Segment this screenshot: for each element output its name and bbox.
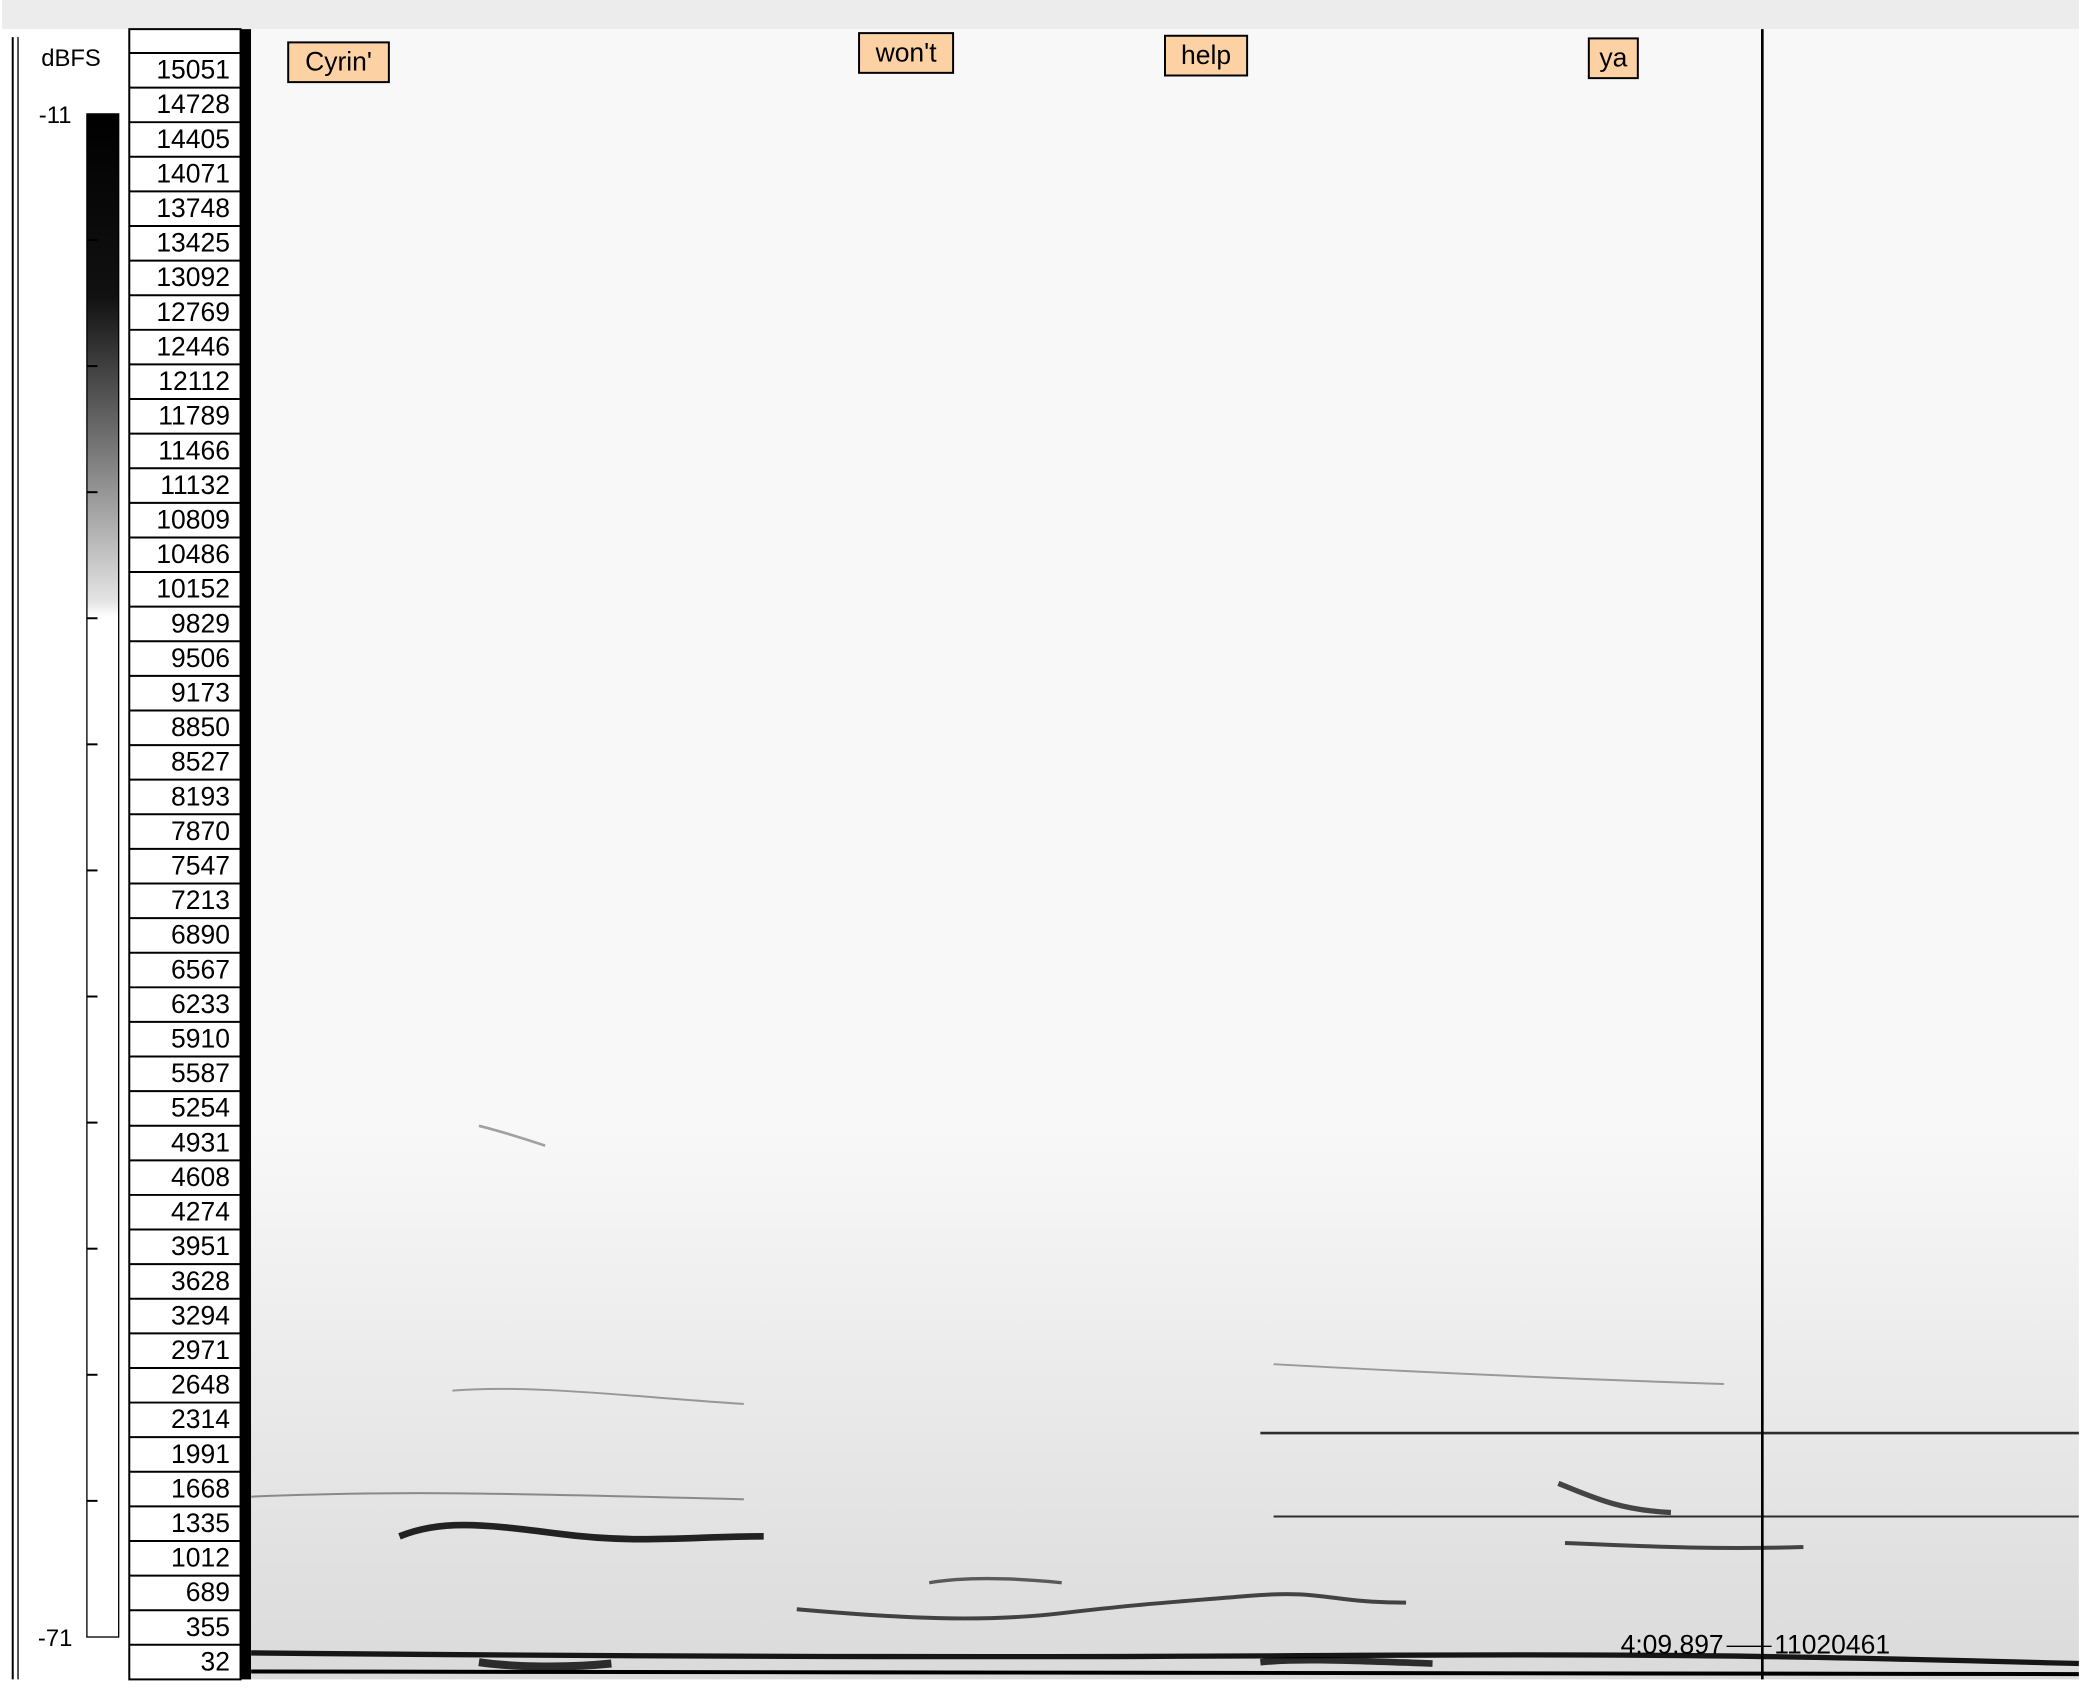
frequency-label: 355 (186, 1612, 230, 1642)
frequency-label: 11789 (158, 401, 230, 431)
frequency-label: 14405 (156, 124, 230, 154)
frequency-label: 9829 (171, 608, 230, 638)
frequency-label: 2971 (171, 1335, 230, 1365)
frequency-label: 689 (186, 1577, 230, 1607)
frequency-labels: 15051 14728 14405 14071 13748 13425 13092 12769… (129, 51, 241, 1676)
frequency-label: 5254 (171, 1093, 230, 1123)
spectrogram-noise (251, 1125, 2079, 1680)
frequency-label: 1335 (171, 1508, 230, 1538)
frequency-label: 2314 (171, 1404, 230, 1434)
frequency-label: 10486 (156, 539, 230, 569)
frequency-label: 11132 (160, 470, 230, 500)
frequency-label: 11466 (158, 435, 230, 465)
frequency-label: 10809 (156, 504, 230, 534)
word-box (1587, 37, 1639, 80)
frequency-label: 7547 (171, 851, 230, 881)
top-strip (2, 0, 2079, 30)
divider (240, 29, 252, 1680)
word-box (1164, 34, 1249, 77)
frequency-label: 1668 (171, 1473, 230, 1503)
frequency-label: 9173 (171, 677, 230, 707)
cursor-time: 4:09.897 (1621, 1629, 1724, 1659)
frequency-label: 6890 (171, 920, 230, 950)
frequency-label: 3628 (171, 1266, 230, 1296)
frequency-label: 13748 (156, 193, 230, 223)
colorbar-min: -71 (38, 1625, 72, 1652)
frequency-column (128, 28, 242, 1681)
frequency-label: 10152 (156, 574, 230, 604)
frequency-label: 12446 (156, 331, 230, 361)
cursor-sample: 11020461 (1774, 1629, 1890, 1659)
word-labels: Cyrin' won't help ya (287, 32, 1639, 84)
frequency-label: 8527 (171, 747, 230, 777)
frequency-label: 7213 (171, 885, 230, 915)
spectrogram-streaks (251, 1124, 2079, 1677)
frequency-label: 12769 (156, 297, 230, 327)
word-box (287, 41, 390, 84)
frequency-label: 13092 (156, 262, 230, 292)
frequency-label: 8850 (171, 712, 230, 742)
frequency-label: 4274 (171, 1197, 230, 1227)
frequency-label: 7870 (171, 816, 230, 846)
frequency-label: 8193 (171, 781, 230, 811)
frequency-label: 13425 (156, 228, 230, 258)
frequency-label: 15051 (156, 55, 230, 85)
word-box (858, 32, 955, 74)
frequency-label: 14071 (156, 158, 230, 188)
word-label: help (1181, 40, 1231, 70)
frequency-label: 4608 (171, 1162, 230, 1192)
frequency-label: 2648 (171, 1370, 230, 1400)
frequency-label: 3951 (171, 1231, 230, 1261)
word-label: won't (875, 37, 938, 67)
frequency-label: 4931 (171, 1127, 230, 1157)
frequency-label: 6567 (171, 954, 230, 984)
frequency-label: 32 (200, 1646, 229, 1676)
word-label: ya (1599, 43, 1627, 73)
frequency-label: 3294 (171, 1300, 230, 1330)
word-label: Cyrin' (305, 47, 372, 77)
frequency-label: 1012 (171, 1543, 230, 1573)
frequency-label: 6233 (171, 989, 230, 1019)
frequency-label: 1991 (171, 1439, 230, 1469)
colorbar-ticks (86, 238, 98, 1502)
frequency-label: 5587 (171, 1058, 230, 1088)
colorbar-max: -11 (39, 102, 72, 129)
frequency-label: 5910 (171, 1024, 230, 1054)
colorbar (86, 113, 120, 1638)
colorbar-title: dBFS (41, 45, 101, 72)
frequency-label: 9506 (171, 643, 230, 673)
frequency-label: 14728 (156, 89, 230, 119)
frequency-label: 12112 (158, 366, 230, 396)
